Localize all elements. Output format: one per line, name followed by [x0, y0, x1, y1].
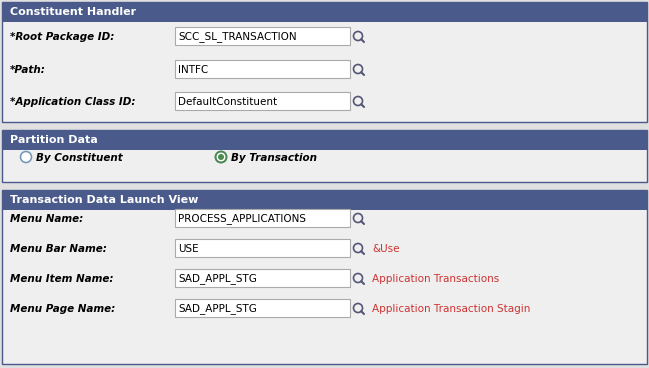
Text: SCC_SL_TRANSACTION: SCC_SL_TRANSACTION [178, 32, 297, 42]
Circle shape [21, 152, 32, 163]
Text: Menu Name:: Menu Name: [10, 214, 83, 224]
Text: By Transaction: By Transaction [231, 153, 317, 163]
FancyBboxPatch shape [2, 190, 647, 210]
Text: Menu Page Name:: Menu Page Name: [10, 304, 116, 314]
FancyBboxPatch shape [175, 269, 350, 287]
FancyBboxPatch shape [2, 130, 647, 150]
Text: *Application Class ID:: *Application Class ID: [10, 97, 136, 107]
Circle shape [218, 154, 224, 160]
FancyBboxPatch shape [175, 239, 350, 257]
Text: PROCESS_APPLICATIONS: PROCESS_APPLICATIONS [178, 213, 306, 224]
Text: Menu Bar Name:: Menu Bar Name: [10, 244, 107, 254]
FancyBboxPatch shape [2, 190, 647, 364]
FancyBboxPatch shape [2, 130, 647, 182]
Text: Constituent Handler: Constituent Handler [10, 7, 136, 17]
Circle shape [215, 152, 227, 163]
Text: SAD_APPL_STG: SAD_APPL_STG [178, 273, 257, 284]
Text: SAD_APPL_STG: SAD_APPL_STG [178, 304, 257, 314]
Text: By Constituent: By Constituent [36, 153, 123, 163]
Text: Application Transactions: Application Transactions [372, 274, 499, 284]
Text: Transaction Data Launch View: Transaction Data Launch View [10, 195, 199, 205]
Text: *Root Package ID:: *Root Package ID: [10, 32, 114, 42]
FancyBboxPatch shape [175, 92, 350, 110]
FancyBboxPatch shape [175, 27, 350, 45]
Text: DefaultConstituent: DefaultConstituent [178, 97, 277, 107]
Text: USE: USE [178, 244, 199, 254]
FancyBboxPatch shape [2, 2, 647, 22]
Text: Menu Item Name:: Menu Item Name: [10, 274, 114, 284]
Text: INTFC: INTFC [178, 65, 208, 75]
FancyBboxPatch shape [175, 299, 350, 317]
FancyBboxPatch shape [2, 2, 647, 122]
Text: *Path:: *Path: [10, 65, 46, 75]
FancyBboxPatch shape [175, 209, 350, 227]
FancyBboxPatch shape [175, 60, 350, 78]
Text: Partition Data: Partition Data [10, 135, 98, 145]
Text: Application Transaction Stagin: Application Transaction Stagin [372, 304, 530, 314]
Text: &Use: &Use [372, 244, 400, 254]
